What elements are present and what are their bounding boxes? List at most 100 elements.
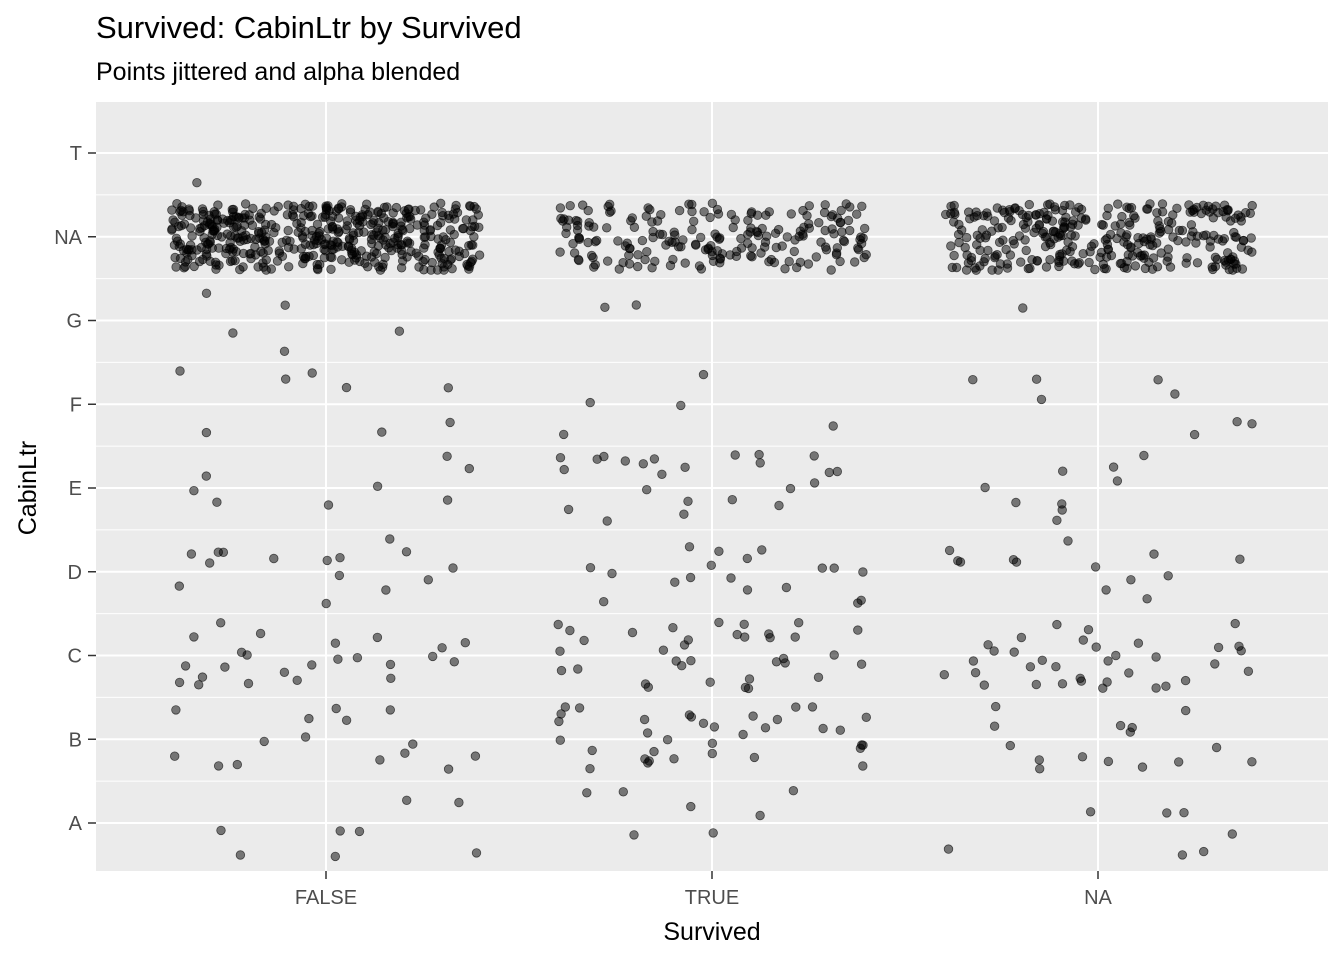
data-point: [1142, 204, 1152, 214]
data-point: [169, 240, 180, 250]
data-point: [254, 226, 264, 237]
data-point: [754, 449, 764, 460]
data-point: [255, 214, 266, 224]
data-point: [363, 262, 373, 272]
data-point: [640, 679, 651, 689]
y-axis: A B C D E F G NA T: [54, 143, 96, 835]
data-point: [760, 723, 771, 733]
data-point: [1070, 231, 1080, 241]
data-point: [1210, 252, 1221, 262]
data-point: [1153, 375, 1163, 385]
data-point: [1057, 217, 1068, 227]
data-point: [1182, 253, 1192, 263]
data-point: [649, 454, 660, 464]
data-point: [304, 201, 314, 212]
data-point: [790, 632, 800, 642]
data-point: [1084, 257, 1094, 268]
data-point: [335, 553, 345, 563]
data-point: [283, 225, 293, 236]
data-point: [1002, 263, 1013, 273]
data-point: [845, 225, 855, 236]
data-point: [1057, 230, 1068, 241]
data-point: [618, 787, 629, 797]
data-point: [1047, 216, 1058, 226]
data-point: [1198, 230, 1209, 241]
data-point: [592, 235, 602, 246]
data-point: [1070, 207, 1081, 217]
data-point: [1154, 228, 1165, 238]
data-point: [287, 210, 298, 220]
data-point: [1085, 807, 1096, 817]
data-point: [841, 199, 851, 209]
data-point: [248, 203, 258, 214]
data-point: [642, 728, 653, 738]
data-point: [983, 640, 993, 650]
data-point: [469, 232, 479, 242]
y-tick-label: T: [70, 143, 82, 165]
data-point: [1077, 752, 1088, 762]
data-point: [1115, 219, 1126, 229]
data-point: [1157, 207, 1168, 217]
data-point: [817, 563, 828, 573]
data-point: [643, 203, 653, 213]
data-point: [602, 516, 612, 526]
data-point: [1151, 683, 1161, 693]
data-point: [343, 241, 354, 252]
data-point: [1103, 656, 1113, 666]
data-point: [804, 201, 815, 211]
data-point: [633, 250, 643, 260]
data-point: [266, 219, 277, 230]
data-point: [274, 246, 284, 256]
data-point: [1112, 476, 1123, 486]
data-point: [629, 830, 639, 840]
data-point: [755, 810, 765, 821]
data-point: [1224, 264, 1235, 275]
data-point: [189, 486, 199, 496]
data-point: [855, 743, 866, 754]
data-point: [307, 230, 317, 241]
data-point: [970, 668, 981, 678]
data-point: [279, 346, 290, 357]
data-point: [578, 200, 588, 210]
data-point: [680, 462, 690, 473]
data-point: [679, 509, 689, 519]
data-point: [1234, 641, 1244, 652]
data-point: [246, 253, 256, 264]
data-point: [1034, 219, 1044, 230]
data-point: [1055, 249, 1065, 260]
data-point: [381, 240, 391, 250]
data-point: [669, 754, 679, 764]
data-point: [631, 300, 642, 310]
data-point: [269, 553, 279, 564]
data-point: [667, 237, 677, 248]
data-point: [726, 573, 736, 583]
data-point: [648, 226, 658, 237]
data-point: [1123, 250, 1134, 260]
data-point: [1230, 618, 1240, 629]
chart-subtitle: Points jittered and alpha blended: [96, 58, 461, 86]
data-point: [197, 222, 207, 233]
data-point: [231, 222, 241, 233]
y-tick-label: A: [69, 813, 83, 835]
data-point: [1232, 417, 1242, 427]
data-point: [640, 254, 650, 265]
data-point: [460, 638, 471, 648]
data-point: [269, 206, 279, 216]
data-point: [1172, 203, 1182, 214]
data-point: [670, 577, 680, 587]
data-point: [780, 264, 790, 274]
data-point: [584, 221, 594, 231]
data-point: [408, 739, 418, 749]
data-point: [633, 261, 643, 272]
x-tick-label: FALSE: [295, 887, 357, 909]
data-point: [1125, 220, 1135, 230]
data-point: [1031, 679, 1042, 690]
data-point: [1090, 562, 1101, 572]
data-point: [428, 651, 438, 662]
data-point: [436, 253, 446, 263]
data-point: [1218, 206, 1228, 217]
data-point: [574, 703, 585, 713]
data-point: [322, 555, 332, 566]
data-point: [1124, 668, 1134, 678]
data-point: [1225, 216, 1236, 226]
